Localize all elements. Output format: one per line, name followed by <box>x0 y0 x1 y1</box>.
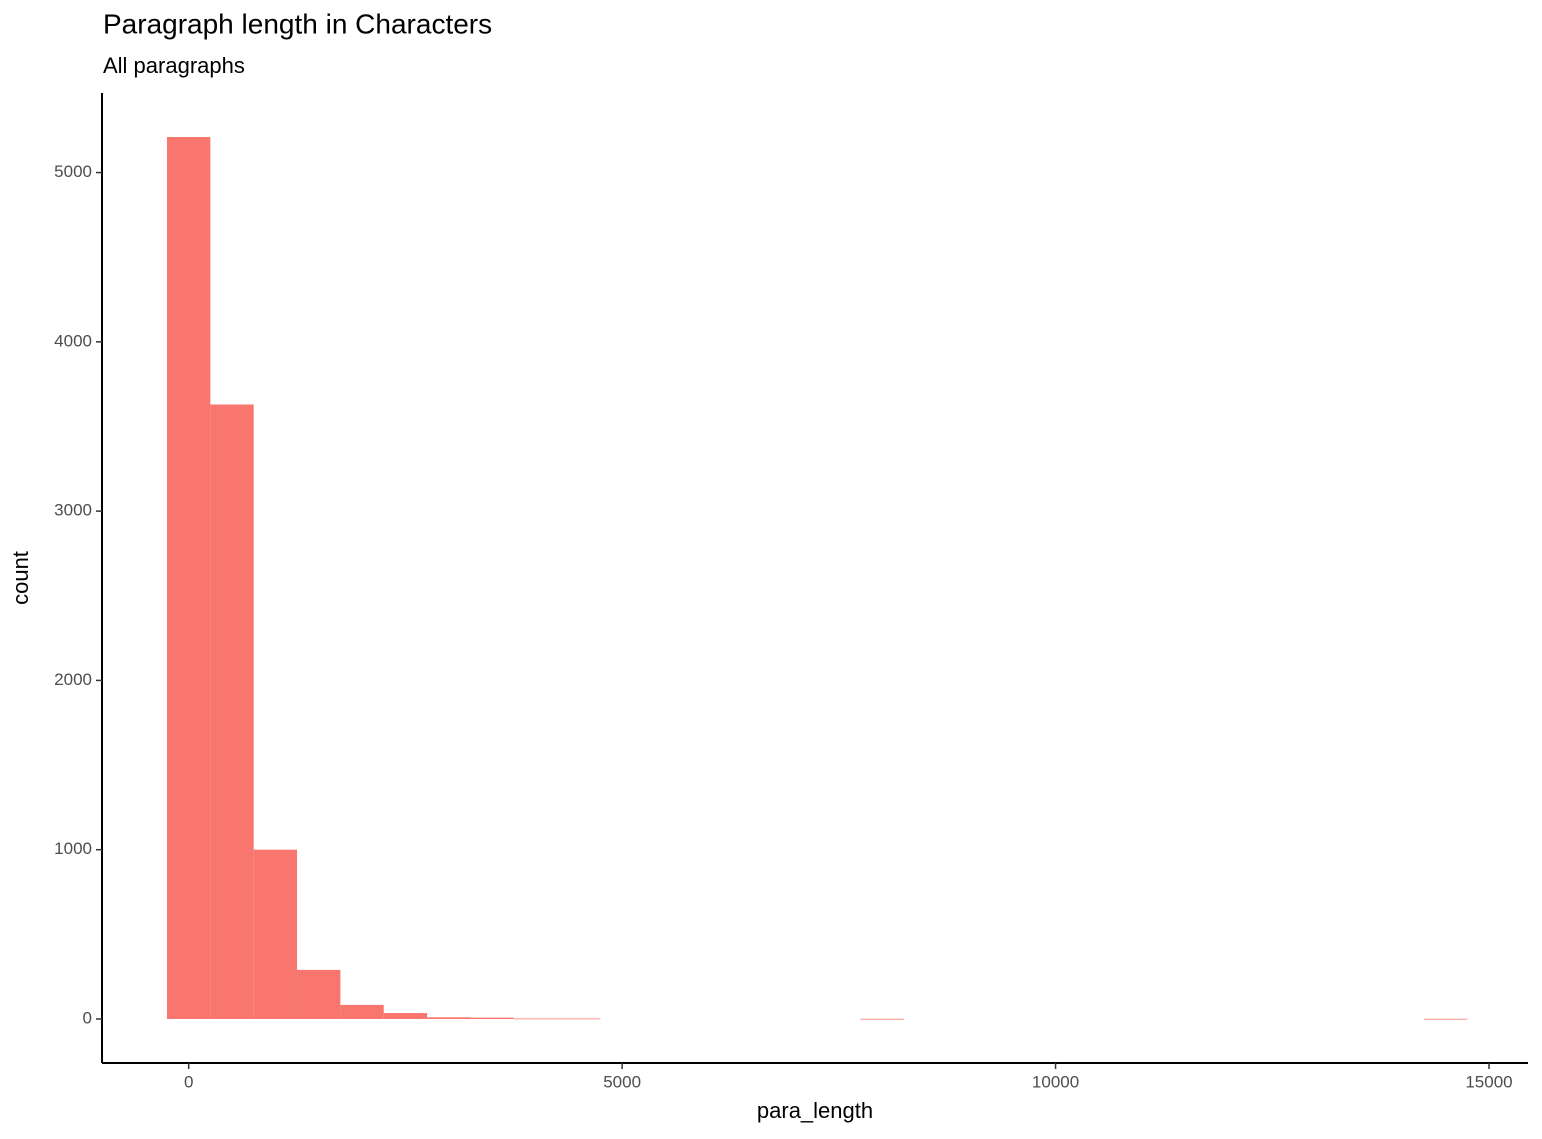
chart-title: Paragraph length in Characters <box>103 8 492 39</box>
bar <box>340 1004 384 1019</box>
y-tick-label: 4000 <box>54 331 92 350</box>
bar <box>513 1018 558 1020</box>
bar <box>860 1018 904 1020</box>
bar <box>253 849 298 1019</box>
bar <box>383 1013 428 1019</box>
x-tick-label: 5000 <box>603 1072 641 1091</box>
bar <box>297 969 341 1019</box>
y-tick-label: 3000 <box>54 501 92 520</box>
y-tick-label: 0 <box>83 1008 92 1027</box>
y-tick-label: 5000 <box>54 162 92 181</box>
bar <box>167 137 211 1019</box>
bar <box>470 1017 514 1019</box>
bar <box>210 404 254 1019</box>
chart-subtitle: All paragraphs <box>103 53 245 78</box>
y-tick-label: 2000 <box>54 670 92 689</box>
bar <box>427 1017 471 1019</box>
bar <box>1423 1018 1468 1020</box>
x-tick-label: 10000 <box>1032 1072 1079 1091</box>
y-axis-title: count <box>8 551 33 605</box>
bar <box>557 1018 601 1020</box>
x-tick-label: 0 <box>184 1072 193 1091</box>
x-axis-title: para_length <box>757 1098 873 1123</box>
x-tick-label: 15000 <box>1465 1072 1512 1091</box>
y-tick-label: 1000 <box>54 839 92 858</box>
